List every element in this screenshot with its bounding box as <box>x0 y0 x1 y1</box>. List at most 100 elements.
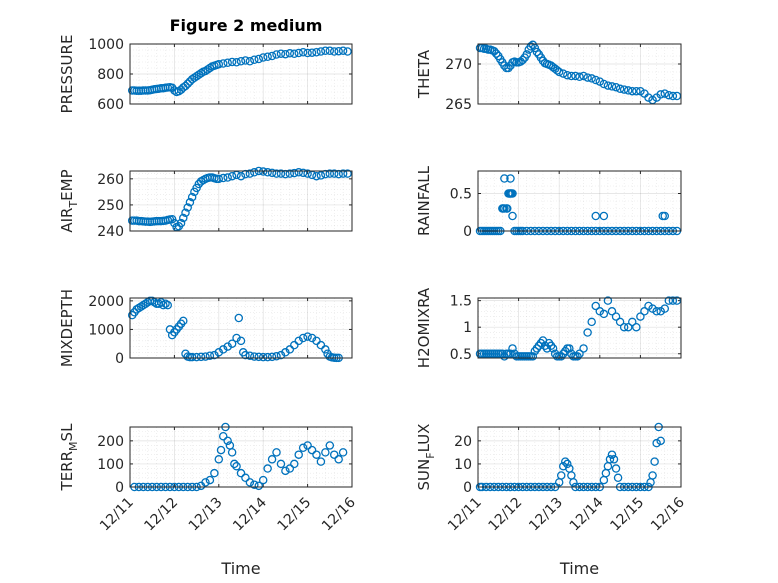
data-point <box>544 338 554 348</box>
x-axis-label: Time <box>220 559 260 578</box>
data-point <box>619 85 629 94</box>
y-tick-label: 0.5 <box>450 347 472 363</box>
y-axis-label: MIXDEPTH <box>58 289 76 367</box>
data-point <box>316 47 326 56</box>
subplot-4: 0 0.5 RAINFALL <box>415 165 682 240</box>
data-point <box>258 53 268 62</box>
data-point <box>664 296 674 305</box>
data-point <box>139 300 148 310</box>
data-point <box>290 340 299 350</box>
data-point <box>668 91 678 101</box>
y-tick-label: 1 <box>463 320 472 336</box>
data-point <box>329 47 339 56</box>
data-point <box>312 48 321 57</box>
y-axis-label-part: H2OMIXRA <box>415 287 433 368</box>
y-tick-label: 0 <box>463 224 472 240</box>
data-point <box>281 49 290 59</box>
data-point <box>567 71 576 81</box>
data-point <box>290 168 299 178</box>
data-point <box>587 74 596 83</box>
data-point <box>276 459 286 469</box>
data-point <box>343 169 352 178</box>
y-tick-label: 260 <box>97 172 124 188</box>
data-point <box>201 478 210 487</box>
data-point <box>258 167 268 176</box>
data-point <box>603 81 613 90</box>
data-point <box>607 307 617 316</box>
data-point <box>227 57 237 67</box>
data-point <box>583 73 592 82</box>
data-point <box>298 168 308 178</box>
data-point <box>285 464 295 473</box>
y-axis-label: THETA <box>415 49 433 99</box>
data-point <box>508 344 517 353</box>
data-point <box>205 475 215 485</box>
data-point <box>303 332 312 341</box>
data-point <box>609 455 619 464</box>
data-point <box>506 174 515 183</box>
y-axis-label: AIRTEMP <box>58 169 80 232</box>
data-point <box>232 58 241 67</box>
subplot-3: 240 250 260 AIRTEMP <box>58 166 353 240</box>
data-point <box>652 438 661 448</box>
data-point <box>276 350 286 360</box>
y-axis-label-part: PRESSURE <box>58 35 76 114</box>
data-point <box>587 317 596 327</box>
data-point <box>214 348 224 357</box>
data-point <box>241 56 250 65</box>
data-point <box>258 475 268 485</box>
data-point <box>611 464 621 473</box>
data-point <box>285 49 295 58</box>
data-point <box>504 63 513 73</box>
y-tick-label: 1000 <box>88 37 124 53</box>
y-tick-label: 0 <box>115 351 124 367</box>
data-point <box>648 471 657 480</box>
data-point <box>546 341 556 351</box>
data-point <box>492 49 501 58</box>
data-point <box>285 345 295 354</box>
y-tick-label: 1000 <box>88 322 124 338</box>
data-point <box>205 351 215 360</box>
data-point <box>263 168 272 177</box>
y-axis-label: PRESSURE <box>58 35 76 114</box>
data-point <box>245 478 255 487</box>
data-point <box>192 352 201 362</box>
data-point <box>258 352 268 362</box>
data-point <box>267 455 277 464</box>
data-point <box>321 448 330 457</box>
data-point <box>611 82 621 92</box>
data-point <box>218 173 228 183</box>
data-point <box>272 50 281 59</box>
y-tick-label: 2000 <box>88 294 124 310</box>
data-point <box>227 448 237 457</box>
data-point <box>183 203 192 212</box>
subplot-2: 265 270 THETA <box>415 40 682 113</box>
data-point <box>329 450 339 459</box>
data-point <box>528 352 538 361</box>
data-point <box>303 441 312 450</box>
data-point <box>303 169 312 178</box>
data-point <box>518 55 527 65</box>
figure-title: Figure 2 medium <box>170 16 323 35</box>
data-point <box>316 340 326 350</box>
y-axis-label: SUNFLUX <box>415 424 437 491</box>
data-point <box>298 443 308 453</box>
data-point <box>623 322 633 332</box>
data-point <box>254 352 264 362</box>
data-point <box>210 468 219 478</box>
data-point <box>591 75 600 85</box>
data-point <box>583 328 592 337</box>
data-point <box>343 47 352 56</box>
data-point <box>272 448 281 457</box>
y-tick-label: 1.5 <box>450 294 472 310</box>
data-point <box>334 46 343 56</box>
axes-border <box>477 43 682 105</box>
data-point <box>316 457 326 466</box>
y-axis-label: RAINFALL <box>415 165 433 236</box>
y-axis-label-part: EMP <box>58 169 76 200</box>
data-point <box>281 466 290 476</box>
data-point <box>187 192 197 202</box>
data-point <box>294 48 303 58</box>
data-point <box>619 322 629 332</box>
data-point <box>294 336 303 346</box>
